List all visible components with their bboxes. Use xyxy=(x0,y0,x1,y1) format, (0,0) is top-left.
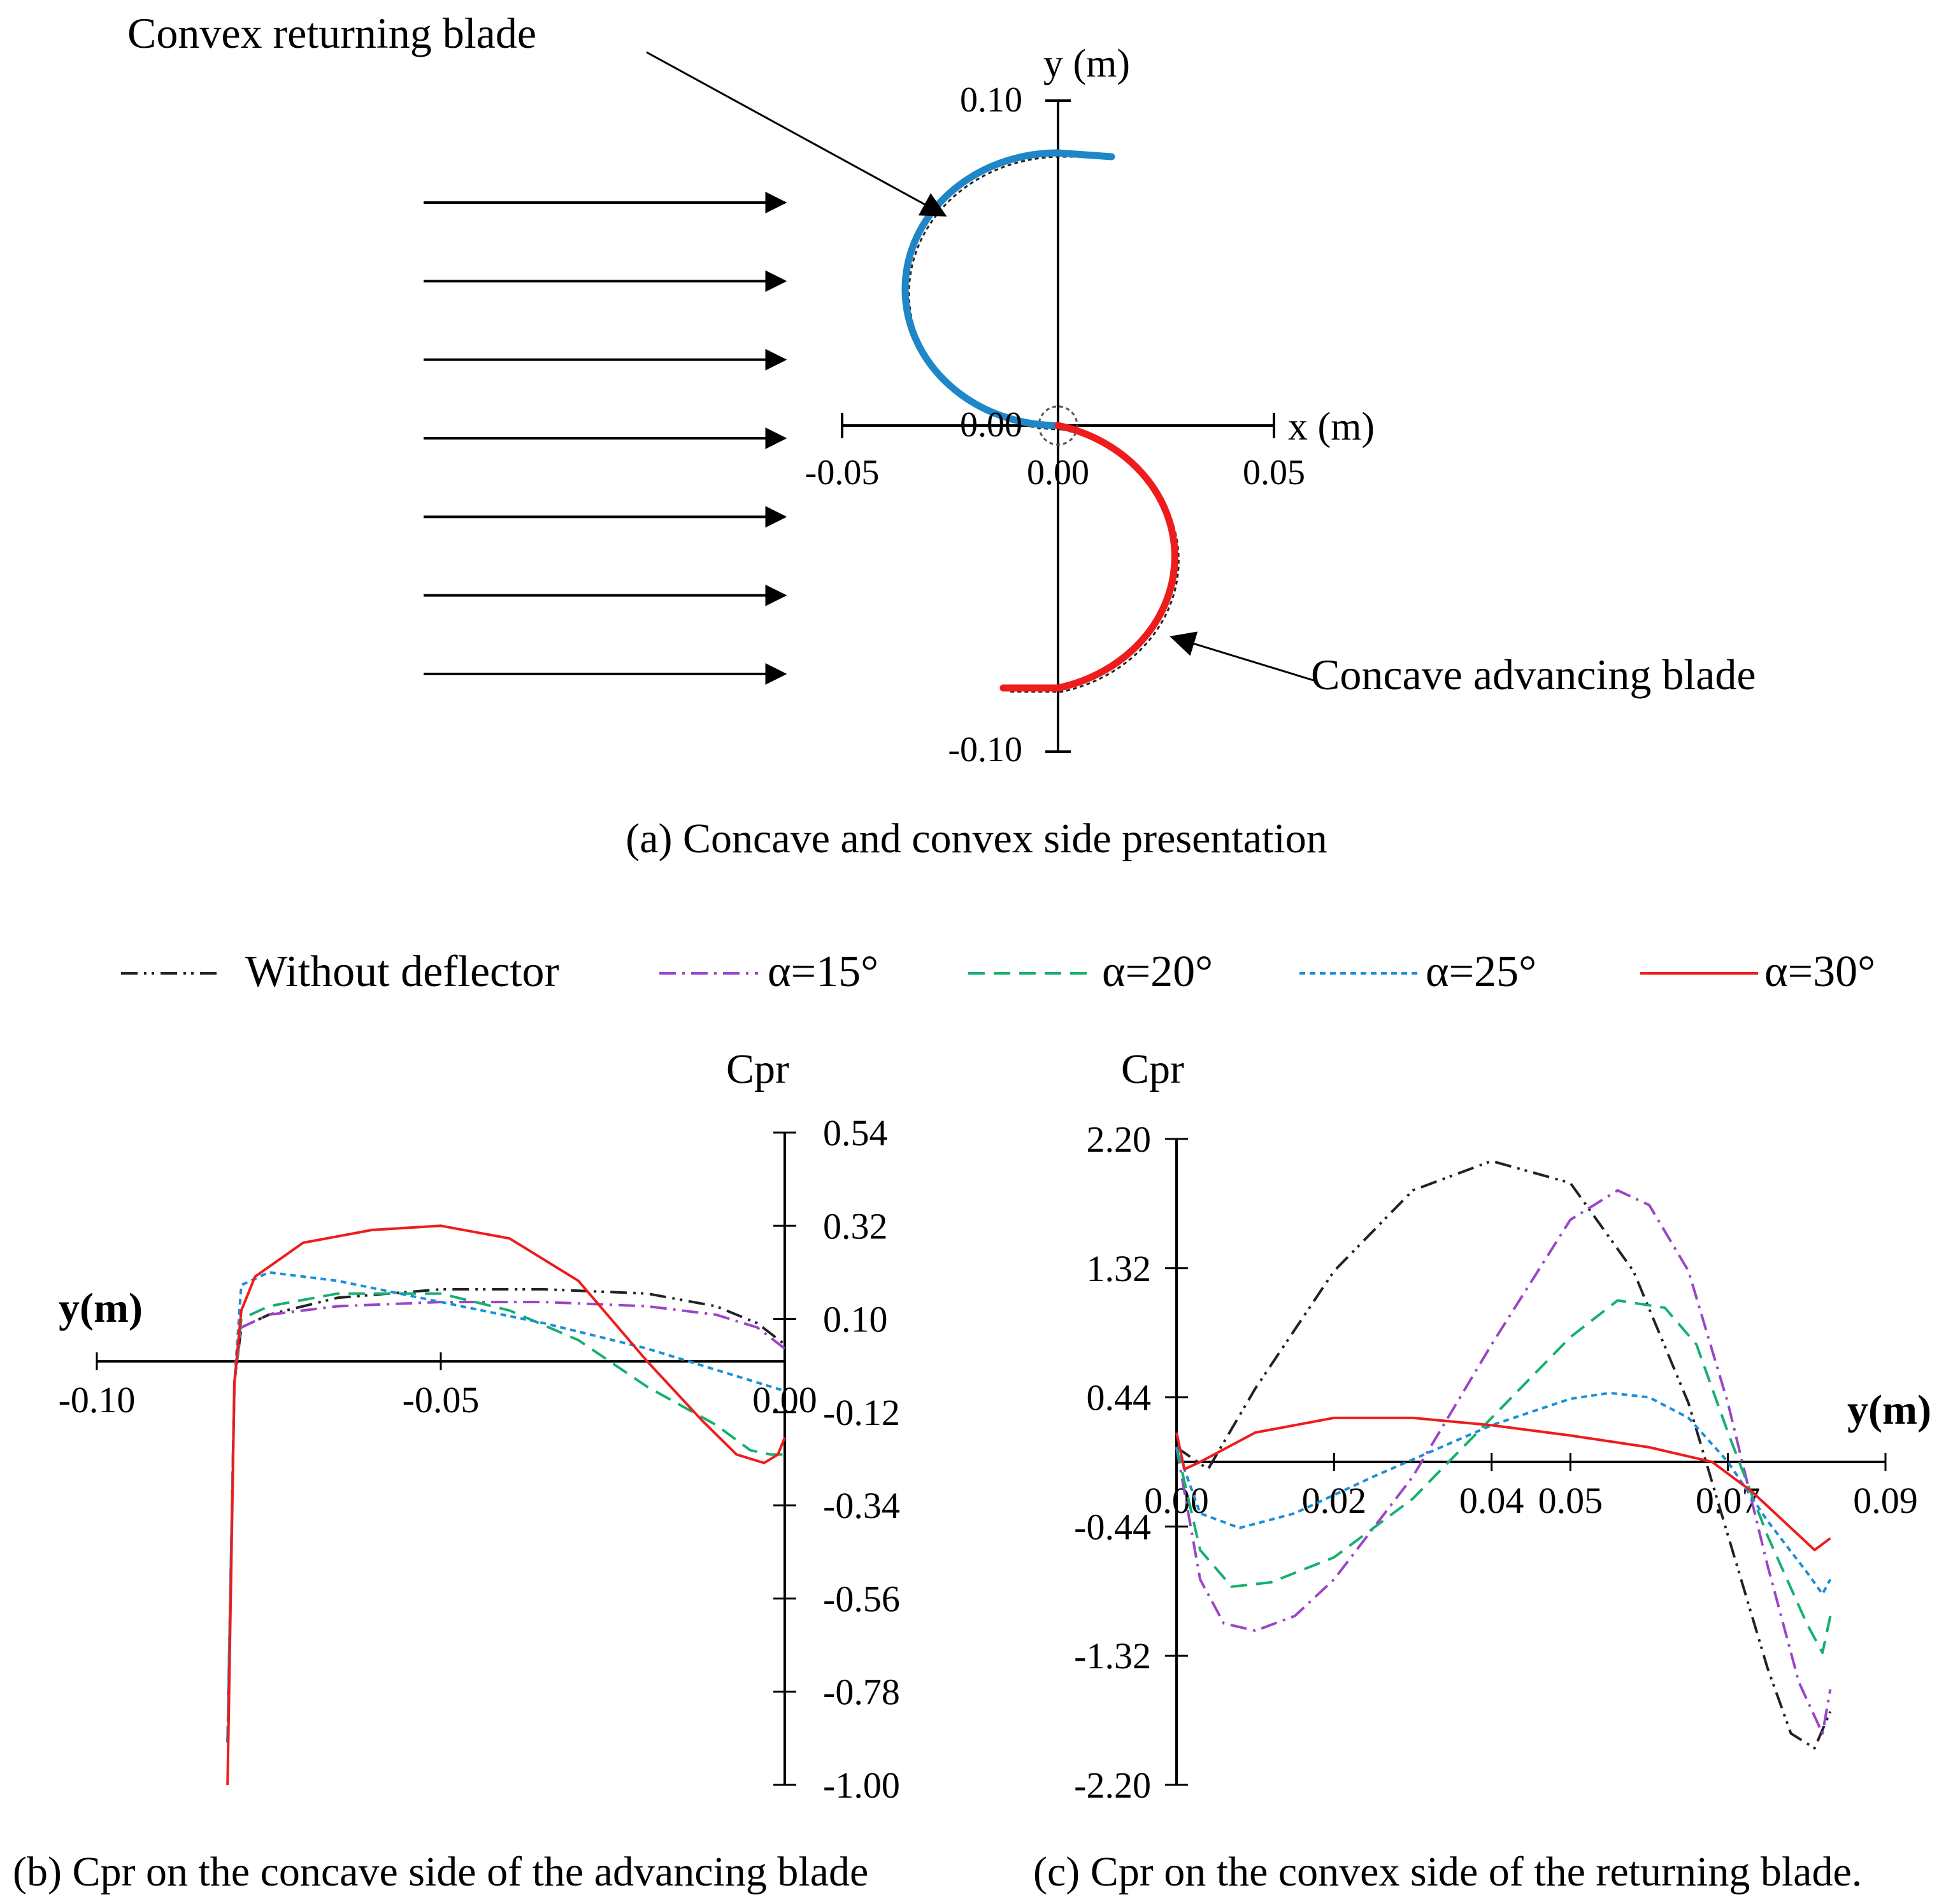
returning-pointer xyxy=(646,51,947,217)
x-tick-label: 0.02 xyxy=(1302,1480,1367,1521)
legend-label: α=30° xyxy=(1764,947,1875,996)
y-tick-label: 0.10 xyxy=(823,1299,888,1340)
x-axis-label: x (m) xyxy=(1288,405,1375,448)
y-tick-label: -0.34 xyxy=(823,1485,900,1526)
y-tick-label: -0.12 xyxy=(823,1392,900,1433)
legend-label: α=20° xyxy=(1102,947,1213,996)
series-line xyxy=(1175,1416,1831,1552)
x-tick-label: 0.00 xyxy=(1027,453,1089,492)
x-tick-label: 0.04 xyxy=(1459,1480,1524,1521)
y-tick-label: 0.54 xyxy=(823,1112,888,1154)
y-tick-label: 2.20 xyxy=(1087,1119,1152,1160)
series-line xyxy=(1175,1189,1832,1735)
y-tick-label: -0.44 xyxy=(1074,1506,1151,1547)
chart-c-axes: 0.00 0.02 0.04 0.05 0.07 0.092.201.320.44-0.4… xyxy=(1074,1119,1918,1806)
y-tick-label: -1.00 xyxy=(823,1764,900,1806)
chart-b-axes: -0.10 -0.05 0.00 0.54 0.32 0.10 -0.12 -0.34 -0.5… xyxy=(59,1112,900,1806)
series-line xyxy=(226,1288,786,1743)
flow-arrows xyxy=(424,192,787,685)
x-tick-label: 0.09 xyxy=(1853,1480,1918,1521)
x-tick-label: 0.05 xyxy=(1243,453,1305,492)
x-tick-label: -0.10 xyxy=(59,1379,136,1421)
advancing-blade-outline xyxy=(1010,428,1180,693)
returning-blade xyxy=(901,149,1115,429)
series-line xyxy=(1175,1299,1832,1654)
chart-b-xlabel: y(m) xyxy=(59,1285,143,1331)
panel-b-chart: -0.10 -0.05 0.00 0.54 0.32 0.10 -0.12 -0.34 -0.5… xyxy=(13,1046,900,1895)
advancing-pointer xyxy=(1170,631,1314,682)
y-tick-label: 0.10 xyxy=(960,80,1022,120)
y-axis-label: y (m) xyxy=(1043,42,1130,85)
advancing-blade-label: Concave advancing blade xyxy=(1311,650,1756,699)
y-tick-label: 0.44 xyxy=(1087,1377,1152,1419)
legend-label: α=15° xyxy=(768,947,878,996)
panel-c-chart: 0.00 0.02 0.04 0.05 0.07 0.092.201.320.44-0.4… xyxy=(1033,1046,1931,1895)
y-tick-label: -2.20 xyxy=(1074,1764,1151,1806)
panel-a-caption: (a) Concave and convex side presentation xyxy=(626,815,1327,862)
y-tick-label: -0.56 xyxy=(823,1578,900,1619)
x-tick-label: 0.00 xyxy=(752,1379,817,1421)
chart-c-ylabel: Cpr xyxy=(1121,1046,1184,1092)
y-tick-label: -0.10 xyxy=(948,730,1022,769)
y-tick-label: -1.32 xyxy=(1074,1635,1151,1677)
x-tick-label: -0.05 xyxy=(805,453,880,492)
y-tick-label: 0.00 xyxy=(960,405,1022,445)
x-tick-label: 0.00 xyxy=(1144,1480,1209,1521)
legend: Without deflector α=15° α=20° α=25° α=30° xyxy=(121,947,1875,996)
x-tick-label: -0.05 xyxy=(403,1379,480,1421)
chart-c-caption: (c) Cpr on the convex side of the return… xyxy=(1033,1849,1862,1895)
x-tick-label: 0.05 xyxy=(1538,1480,1603,1521)
series-line xyxy=(226,1301,786,1743)
legend-label: α=25° xyxy=(1426,947,1536,996)
returning-blade-outline xyxy=(908,155,1112,431)
returning-blade-label: Convex returning blade xyxy=(127,9,536,57)
shaft-circle xyxy=(1038,405,1078,446)
series-line xyxy=(226,1224,786,1786)
series-line xyxy=(1175,1159,1832,1750)
advancing-blade xyxy=(999,422,1178,692)
y-tick-label: 0.32 xyxy=(823,1205,888,1247)
panel-a-blade-diagram: Convex returning blade Concave advancing… xyxy=(127,9,1756,862)
chart-b-ylabel: Cpr xyxy=(726,1046,789,1092)
chart-c-xlabel: y(m) xyxy=(1847,1387,1931,1433)
y-tick-label: -0.78 xyxy=(823,1671,900,1713)
series-line xyxy=(1175,1391,1832,1596)
chart-b-series xyxy=(226,1224,786,1786)
y-tick-label: 1.32 xyxy=(1087,1248,1152,1289)
chart-b-caption: (b) Cpr on the concave side of the advan… xyxy=(13,1849,868,1895)
series-line xyxy=(226,1271,785,1743)
chart-c-series xyxy=(1175,1159,1832,1750)
legend-label: Without deflector xyxy=(245,947,559,996)
